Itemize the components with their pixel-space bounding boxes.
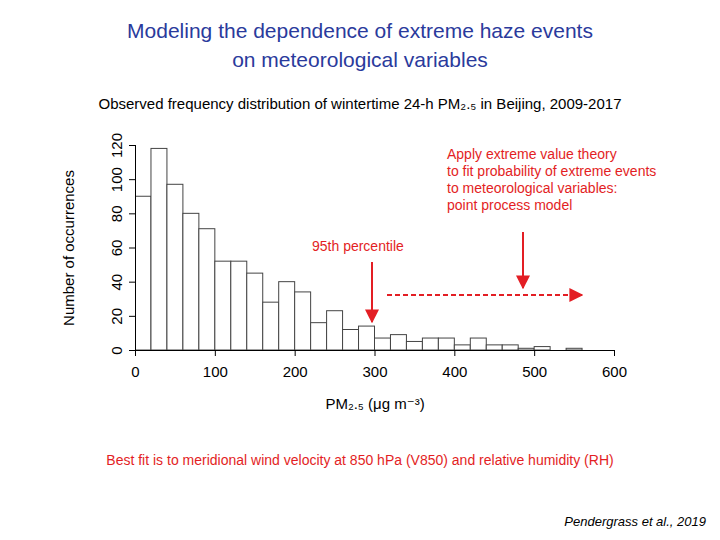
svg-text:500: 500: [522, 363, 547, 380]
svg-text:0: 0: [131, 363, 139, 380]
svg-text:60: 60: [108, 240, 125, 257]
html-text:Pendergrass et al., 2019: Pendergrass et al., 2019: [564, 514, 706, 529]
html-text:95th percentile: 95th percentile: [312, 238, 404, 254]
svg-text:Number of occurrences: Number of occurrences: [60, 170, 77, 326]
svg-text:20: 20: [108, 308, 125, 325]
svg-text:0: 0: [108, 346, 125, 354]
svg-text:100: 100: [108, 167, 125, 192]
svg-text:600: 600: [602, 363, 627, 380]
svg-text:100: 100: [203, 363, 228, 380]
svg-text:120: 120: [108, 133, 125, 158]
svg-text:PM₂.₅ (μg m⁻³): PM₂.₅ (μg m⁻³): [325, 395, 424, 412]
svg-text:300: 300: [362, 363, 387, 380]
svg-text:200: 200: [283, 363, 308, 380]
html-text:Apply extreme value theory to: Apply extreme value theory to fit probab…: [447, 146, 657, 213]
html-text:Best fit is to meridional wind: Best fit is to meridional wind velocity …: [106, 452, 614, 468]
svg-text:400: 400: [442, 363, 467, 380]
html-text:Modeling the dependence of ext: Modeling the dependence of extreme haze …: [127, 19, 593, 71]
svg-text:80: 80: [108, 205, 125, 222]
svg-text:40: 40: [108, 274, 125, 291]
html-text:Observed frequency distributio: Observed frequency distribution of winte…: [98, 95, 622, 112]
